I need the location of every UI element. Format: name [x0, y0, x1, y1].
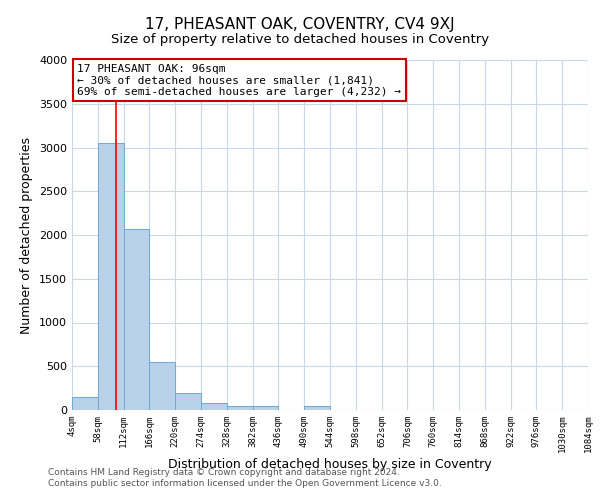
Bar	[304, 406, 330, 410]
Bar	[175, 392, 201, 410]
Bar	[227, 406, 253, 410]
Bar	[253, 406, 278, 410]
Text: 17, PHEASANT OAK, COVENTRY, CV4 9XJ: 17, PHEASANT OAK, COVENTRY, CV4 9XJ	[145, 18, 455, 32]
Y-axis label: Number of detached properties: Number of detached properties	[20, 136, 34, 334]
Bar	[72, 397, 98, 410]
X-axis label: Distribution of detached houses by size in Coventry: Distribution of detached houses by size …	[168, 458, 492, 471]
Text: Size of property relative to detached houses in Coventry: Size of property relative to detached ho…	[111, 32, 489, 46]
Text: Contains HM Land Registry data © Crown copyright and database right 2024.
Contai: Contains HM Land Registry data © Crown c…	[48, 468, 442, 487]
Text: 17 PHEASANT OAK: 96sqm
← 30% of detached houses are smaller (1,841)
69% of semi-: 17 PHEASANT OAK: 96sqm ← 30% of detached…	[77, 64, 401, 96]
Bar	[149, 362, 175, 410]
Bar	[124, 229, 149, 410]
Bar	[201, 404, 227, 410]
Bar	[98, 143, 124, 410]
